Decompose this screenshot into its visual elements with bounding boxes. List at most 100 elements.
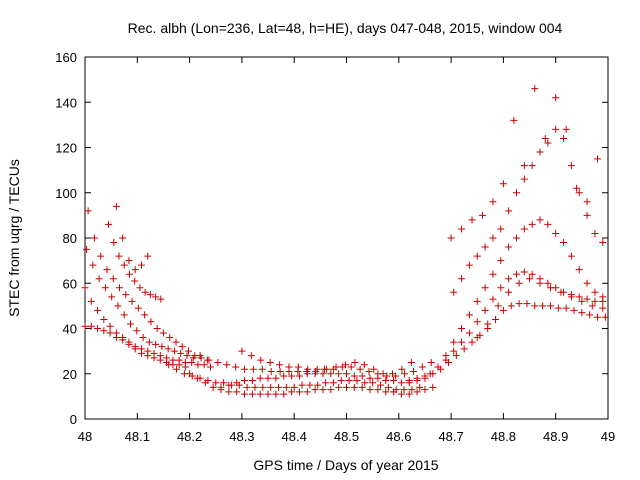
y-tick-label: 100: [55, 186, 77, 201]
data-point-sat-16: [468, 216, 476, 224]
data-point-sat-09: [214, 358, 222, 366]
data-point-sat-10: [319, 370, 327, 378]
data-point-sat-14: [552, 229, 560, 237]
data-point-sat-03: [178, 343, 186, 351]
data-point-sat-17: [494, 302, 502, 310]
data-point-sat-14: [481, 284, 489, 292]
data-point-sat-07: [298, 381, 306, 389]
data-point-sat-07: [361, 379, 369, 387]
data-point-sat-09: [401, 370, 409, 378]
data-point-sat-08: [209, 383, 217, 391]
data-point-sat-04: [144, 352, 152, 360]
data-point-sat-07: [376, 381, 384, 389]
data-point-sat-15: [591, 229, 599, 237]
y-tick-label: 60: [63, 276, 77, 291]
data-point-sat-16: [594, 155, 602, 163]
data-point-sat-07: [267, 383, 275, 391]
x-tick-label: 48.4: [282, 429, 307, 444]
data-point-sat-02: [101, 284, 109, 292]
data-point-sat-16: [541, 134, 549, 142]
data-point-sat-15: [520, 175, 528, 183]
data-point-sat-02: [114, 302, 122, 310]
data-point-sat-05: [157, 295, 165, 303]
data-point-sat-10: [350, 372, 358, 380]
data-point-sat-01: [94, 306, 102, 314]
data-point-sat-13: [458, 338, 466, 346]
y-tick-label: 120: [55, 141, 77, 156]
data-point-sat-11: [323, 365, 331, 373]
data-point-sat-10: [358, 372, 366, 380]
data-point-sat-10: [225, 381, 233, 389]
data-point-sat-13: [434, 363, 442, 371]
y-tick-label: 20: [63, 367, 77, 382]
data-point-sat-14: [599, 293, 607, 301]
data-point-sat-08: [358, 383, 366, 391]
data-point-sat-02: [145, 338, 153, 346]
data-point-sat-15: [481, 243, 489, 251]
data-point-sat-17: [578, 297, 586, 305]
data-point-sat-17: [599, 304, 607, 312]
data-point-sat-08: [201, 379, 209, 387]
data-point-sat-11: [266, 358, 274, 366]
data-point-sat-10: [327, 370, 335, 378]
data-point-sat-11: [285, 363, 293, 371]
data-point-sat-08: [280, 390, 288, 398]
data-point-sat-07: [369, 379, 377, 387]
x-tick-label: 48: [78, 429, 92, 444]
data-point-sat-07: [173, 365, 181, 373]
data-point-sat-12: [586, 311, 594, 319]
data-point-sat-12: [601, 313, 609, 321]
data-point-sat-02: [120, 311, 128, 319]
data-point-sat-15: [497, 225, 505, 233]
data-point-sat-15: [575, 189, 583, 197]
data-point-sat-11: [332, 363, 340, 371]
data-point-sat-08: [405, 390, 413, 398]
data-point-sat-08: [186, 370, 194, 378]
data-point-sat-15: [560, 134, 568, 142]
data-point-sat-14: [458, 325, 466, 332]
data-point-sat-15: [505, 207, 513, 215]
data-point-sat-12: [421, 374, 429, 382]
data-point-sat-12: [554, 304, 562, 312]
data-point-sat-12: [492, 315, 500, 323]
data-point-sat-03: [90, 234, 98, 242]
data-point-sat-16: [552, 94, 560, 102]
data-point-sat-10: [233, 379, 241, 387]
data-point-sat-12: [594, 313, 602, 321]
data-point-sat-13: [497, 284, 505, 292]
data-point-sat-09: [347, 363, 355, 371]
data-point-sat-06: [131, 266, 139, 274]
data-point-sat-08: [295, 388, 303, 396]
data-point-sat-08: [264, 390, 272, 398]
data-point-sat-07: [251, 383, 259, 391]
data-point-sat-03: [166, 334, 174, 342]
data-point-sat-01: [81, 284, 89, 292]
data-point-sat-02: [127, 320, 135, 328]
data-point-sat-10: [217, 383, 225, 391]
data-point-sat-13: [583, 295, 591, 303]
data-point-sat-04: [175, 361, 183, 369]
data-point-sat-05: [110, 239, 118, 247]
data-point-sat-09: [418, 363, 426, 371]
data-point-sat-13: [450, 347, 458, 355]
data-point-sat-15: [599, 239, 607, 247]
data-point-sat-02: [108, 293, 116, 301]
data-point-sat-13: [520, 268, 528, 276]
data-point-sat-10: [382, 377, 390, 385]
data-point-sat-03: [128, 297, 136, 305]
data-points: [81, 85, 609, 398]
data-point-sat-07: [400, 386, 408, 394]
data-point-sat-08: [319, 386, 327, 394]
data-point-sat-17: [473, 334, 481, 342]
data-point-sat-15: [544, 139, 552, 147]
data-point-sat-08: [327, 386, 335, 394]
data-point-sat-11: [379, 370, 387, 378]
data-point-sat-09: [249, 365, 257, 373]
data-point-sat-14: [575, 266, 583, 274]
data-point-sat-01: [194, 361, 202, 369]
data-point-sat-08: [303, 388, 311, 396]
x-tick-label: 48.8: [491, 429, 516, 444]
data-point-sat-08: [397, 390, 405, 398]
x-tick-label: 48.5: [334, 429, 359, 444]
data-point-sat-04: [112, 334, 120, 342]
